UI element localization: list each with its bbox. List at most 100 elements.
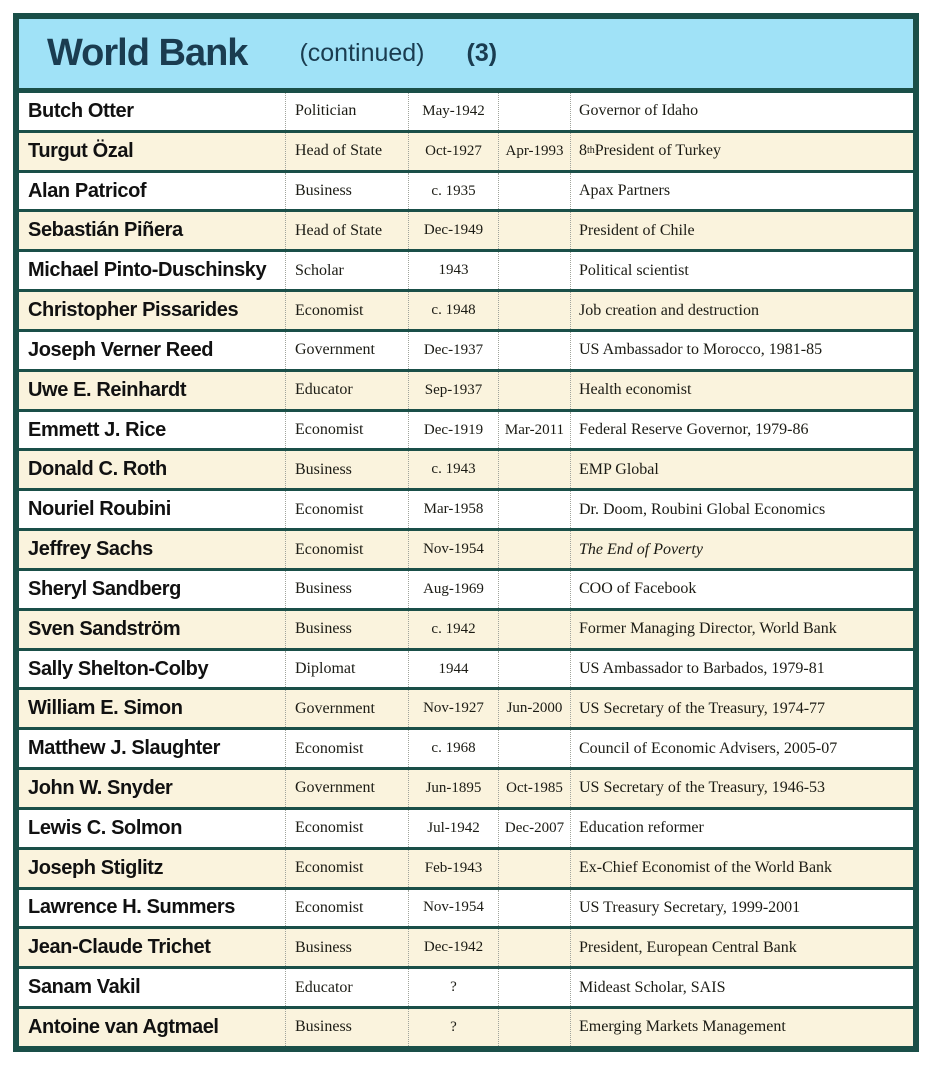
born-date-cell: c. 1943 [408,451,498,489]
table-row: Nouriel Roubini Economist Mar-1958 Dr. Doom… [19,491,913,532]
born-date-cell: Dec-1919 [408,411,498,449]
description-cell: Governor of Idaho [570,93,913,130]
died-date-cell [498,650,570,688]
died-date-cell: Dec-2007 [498,809,570,847]
died-date-cell: Mar-2011 [498,411,570,449]
description-cell: Mideast Scholar, SAIS [570,969,913,1007]
table-row: Jean-Claude Trichet Business Dec-1942 Presi… [19,929,913,970]
role-cell: Business [285,929,408,967]
born-date-cell: Dec-1949 [408,212,498,250]
born-date-cell: ? [408,969,498,1007]
table-row: Butch Otter Politician May-1942 Governor of… [19,93,913,133]
description-cell: President, European Central Bank [570,929,913,967]
role-cell: Diplomat [285,650,408,688]
table-row: Michael Pinto-Duschinsky Scholar 1943 Polit… [19,252,913,293]
died-date-cell: Jun-2000 [498,690,570,728]
died-date-cell [498,331,570,369]
name-cell: Turgut Özal [28,139,134,162]
born-date-cell: Oct-1927 [408,132,498,170]
table-row: Joseph Verner Reed Government Dec-1937 US A… [19,331,913,372]
table-row: Sally Shelton-Colby Diplomat 1944 US Ambass… [19,650,913,691]
table-row: Turgut Özal Head of State Oct-1927 Apr-1993… [19,132,913,173]
name-cell: Joseph Stiglitz [28,856,164,879]
description-cell: COO of Facebook [570,570,913,608]
name-cell: Sven Sandström [28,617,181,640]
died-date-cell [498,212,570,250]
name-cell: Sally Shelton-Colby [28,657,209,680]
table-row: William E. Simon Government Nov-1927 Jun-20… [19,690,913,731]
role-cell: Economist [285,531,408,568]
died-date-cell [498,969,570,1007]
role-cell: Politician [285,93,408,130]
role-cell: Economist [285,491,408,529]
description-cell: Emerging Markets Management [570,1009,913,1046]
table-row: Emmett J. Rice Economist Dec-1919 Mar-2011 F… [19,411,913,452]
table-row: Lawrence H. Summers Economist Nov-1954 US T… [19,889,913,930]
table-row: Lewis C. Solmon Economist Jul-1942 Dec-2007… [19,809,913,850]
born-date-cell: c. 1968 [408,730,498,768]
table-header: World Bank (continued) (3) [19,19,913,93]
role-cell: Government [285,331,408,369]
role-cell: Economist [285,730,408,768]
description-cell: The End of Poverty [570,531,913,568]
table-row: Joseph Stiglitz Economist Feb-1943 Ex-Chief… [19,849,913,890]
role-cell: Government [285,690,408,728]
description-cell: Health economist [570,371,913,409]
table-row: Donald C. Roth Business c. 1943 EMP Global [19,451,913,492]
name-cell: Jeffrey Sachs [28,538,153,561]
born-date-cell: Jul-1942 [408,809,498,847]
description-cell: Ex-Chief Economist of the World Bank [570,849,913,887]
role-cell: Business [285,451,408,489]
name-cell: Emmett J. Rice [28,418,166,441]
description-cell: US Secretary of the Treasury, 1946-53 [570,770,913,807]
name-cell: Sebastián Piñera [28,219,183,242]
role-cell: Business [285,570,408,608]
name-cell: Christopher Pissarides [28,299,239,322]
description-cell: Former Managing Director, World Bank [570,610,913,648]
description-cell: President of Chile [570,212,913,250]
born-date-cell: c. 1942 [408,610,498,648]
died-date-cell [498,292,570,329]
name-cell: Michael Pinto-Duschinsky [28,259,267,282]
role-cell: Economist [285,849,408,887]
description-cell: US Ambassador to Morocco, 1981-85 [570,331,913,369]
name-cell: Lewis C. Solmon [28,816,183,839]
name-cell: Butch Otter [28,99,134,122]
name-cell: Alan Patricof [28,179,147,202]
name-cell: Jean-Claude Trichet [28,936,211,959]
role-cell: Head of State [285,212,408,250]
born-date-cell: c. 1935 [408,172,498,210]
died-date-cell [498,929,570,967]
role-cell: Business [285,610,408,648]
born-date-cell: c. 1948 [408,292,498,329]
page-title: World Bank [47,32,248,74]
died-date-cell [498,610,570,648]
name-cell: John W. Snyder [28,776,173,799]
born-date-cell: Nov-1954 [408,531,498,568]
born-date-cell: Nov-1954 [408,889,498,927]
born-date-cell: Dec-1942 [408,929,498,967]
table-row: Sheryl Sandberg Business Aug-1969 COO of Fa… [19,570,913,611]
page-number: (3) [466,39,498,67]
died-date-cell [498,730,570,768]
description-cell: Dr. Doom, Roubini Global Economics [570,491,913,529]
born-date-cell: Mar-1958 [408,491,498,529]
role-cell: Head of State [285,132,408,170]
description-cell: Federal Reserve Governor, 1979-86 [570,411,913,449]
name-cell: Matthew J. Slaughter [28,737,221,760]
role-cell: Educator [285,371,408,409]
name-cell: Uwe E. Reinhardt [28,378,187,401]
table-row: Sebastián Piñera Head of State Dec-1949 Pre… [19,212,913,253]
died-date-cell [498,849,570,887]
table-row: Jeffrey Sachs Economist Nov-1954 The End of… [19,531,913,571]
continued-label: (continued) [299,39,425,67]
description-cell: US Ambassador to Barbados, 1979-81 [570,650,913,688]
died-date-cell [498,491,570,529]
role-cell: Economist [285,292,408,329]
table-row: Sanam Vakil Educator? Mideast Scholar, SAI… [19,969,913,1010]
born-date-cell: 1944 [408,650,498,688]
name-cell: Sanam Vakil [28,976,141,999]
died-date-cell [498,889,570,927]
born-date-cell: Dec-1937 [408,331,498,369]
table-row: Christopher Pissarides Economist c. 1948 Jo… [19,292,913,332]
